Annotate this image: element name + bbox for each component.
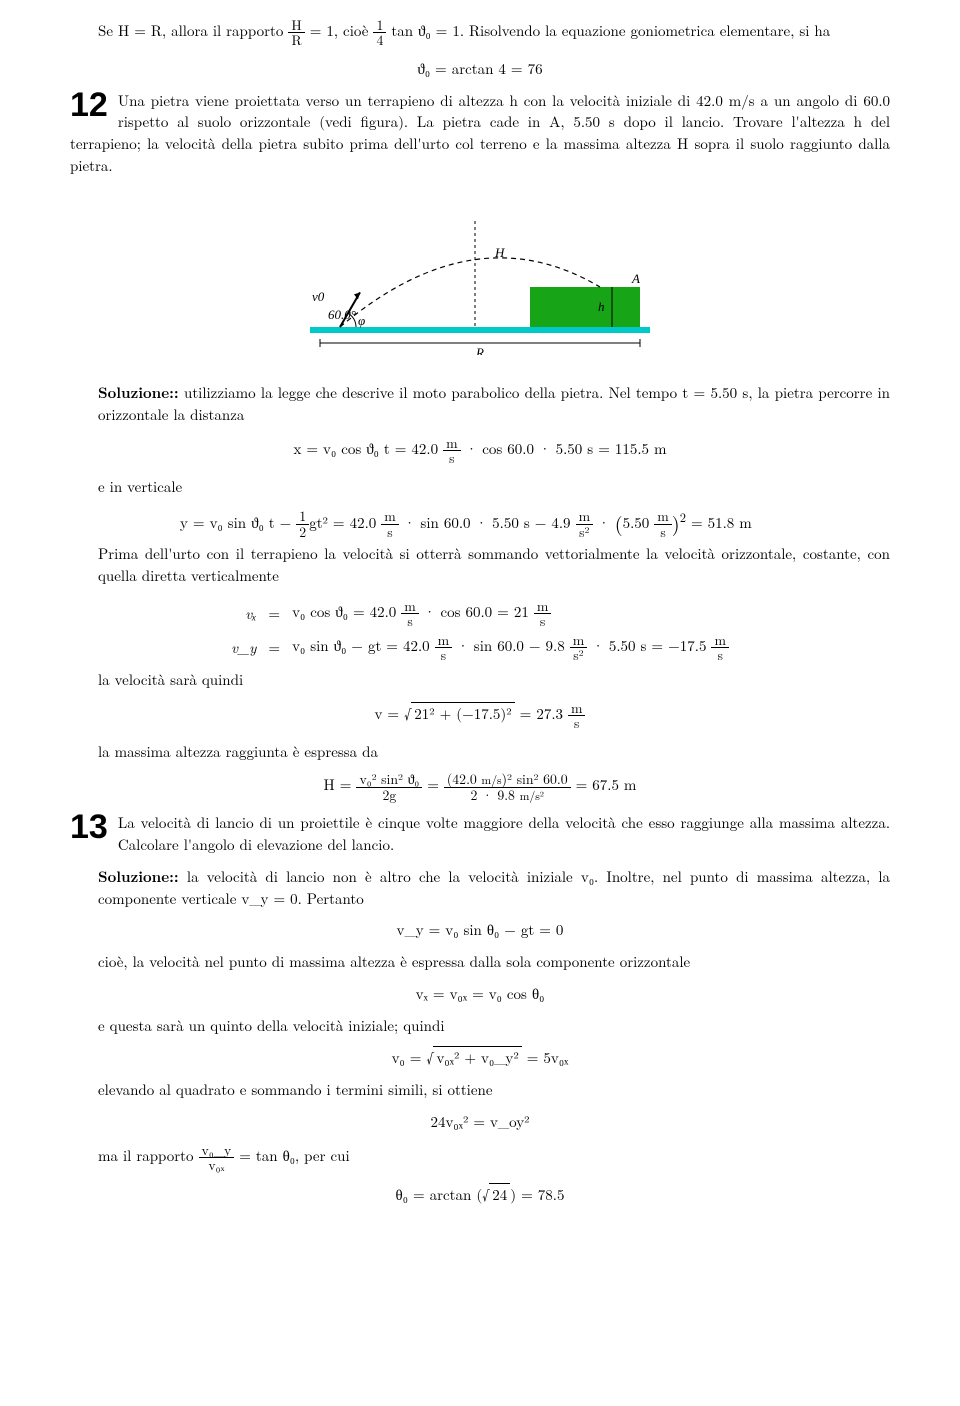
p13-s3: e questa sarà un quinto della velocità i… (98, 1015, 890, 1037)
p12-vxy-system: vₓ = v₀ cos ϑ₀ = 42.0 ms · cos 60.0 = 21… (225, 597, 735, 665)
text: · (593, 512, 615, 533)
p11-intro: Se H = R, allora il rapporto HR = 1, cio… (98, 18, 890, 48)
p13-eq1: v_y = v₀ sin θ₀ − gt = 0 (70, 919, 890, 941)
vy-lhs: v_y (225, 631, 262, 665)
text: = 67.5 m (571, 775, 637, 796)
radicand: 21² + (−17.5)² (411, 702, 514, 725)
text: Se H = R, allora il rapporto (98, 20, 288, 41)
p13-s2: cioè, la velocità nel punto di massima a… (98, 951, 890, 973)
problem-13: 13 La velocità di lancio di un proiettil… (70, 812, 890, 856)
svg-text:60.0°: 60.0° (328, 307, 356, 322)
text: tan ϑ₀ = 1. Risolvendo la equazione goni… (386, 20, 830, 41)
solution-label: Soluzione:: (98, 866, 179, 887)
p13-eq5: θ₀ = arctan (√24) = 78.5 (70, 1183, 890, 1206)
svg-text:φ: φ (358, 313, 365, 328)
text: la velocità di lancio non è altro che la… (98, 866, 890, 909)
d: s (381, 525, 399, 539)
problem-number: 13 (70, 810, 108, 844)
d: s² (576, 525, 594, 539)
p13-eq2: vₓ = v₀ₓ = v₀ cos θ₀ (70, 983, 890, 1005)
p12-eq-y: y = v₀ sin ϑ₀ t − 12gt² = 42.0 ms · sin … (180, 508, 890, 540)
p12-eq-v: v = √21² + (−17.5)² = 27.3 ms (70, 701, 890, 731)
text: x = v₀ cos ϑ₀ t = 42.0 (293, 438, 443, 459)
p13-sol1: Soluzione:: la velocità di lancio non è … (98, 866, 890, 910)
paren-open: ( (615, 508, 623, 537)
frac-d: 4 (373, 33, 386, 47)
vx-lhs: vₓ (225, 597, 262, 631)
text: v = (375, 703, 405, 724)
svg-text:R: R (475, 345, 484, 355)
text: = (422, 775, 444, 796)
d: 2 (296, 525, 309, 539)
text: H = (324, 775, 357, 796)
text: = tan θ₀, per cui (234, 1145, 349, 1166)
problem-text: La velocità di lancio di un proiettile è… (118, 812, 890, 855)
u-d: s (443, 451, 461, 465)
p13-s5: ma il rapporto v₀_yv₀ₓ = tan θ₀, per cui (98, 1143, 890, 1173)
problem-text: Una pietra viene proiettata verso un ter… (70, 90, 890, 176)
sqrt-icon: √v₀ₓ² + v₀_y² (426, 1046, 521, 1069)
d: 2 · 9.8 m/s² (444, 788, 571, 802)
d: v₀ₓ (199, 1158, 235, 1172)
frac-d: R (288, 33, 304, 47)
text: · sin 60.0 · 5.50 s − 4.9 (399, 512, 576, 533)
text: · cos 60.0 · 5.50 s = 115.5 m (461, 438, 667, 459)
solution-label: Soluzione:: (98, 382, 179, 403)
projectile-figure: Hh A Rφ v060.0° (300, 195, 660, 355)
p11-equation: ϑ₀ = arctan 4 = 76 (70, 58, 890, 80)
p12-eq-H: H = v₀² sin² ϑ₀2g = (42.0 m/s)² sin² 60.… (70, 772, 890, 802)
p12-sol1: Soluzione:: utilizziamo la legge che des… (98, 382, 890, 426)
p13-eq4: 24v₀ₓ² = v_oy² (70, 1111, 890, 1133)
paren-close: ) (672, 508, 680, 537)
svg-text:A: A (631, 271, 640, 286)
vy-rhs: v₀ sin ϑ₀ − gt = 42.0 ms · sin 60.0 − 9.… (286, 631, 735, 665)
figure-wrap: Hh A Rφ v060.0° (70, 195, 890, 361)
svg-text:h: h (598, 299, 605, 314)
p13-eq3: v₀ = √v₀ₓ² + v₀_y² = 5v₀ₓ (70, 1046, 890, 1069)
text: = 5v₀ₓ (522, 1047, 569, 1068)
radicand: v₀ₓ² + v₀_y² (433, 1046, 521, 1069)
svg-text:H: H (494, 245, 505, 260)
eq: = (262, 631, 286, 665)
eq: = (262, 597, 286, 631)
p12-s3: Prima dell'urto con il terrapieno la vel… (98, 543, 890, 587)
text: y = v₀ sin ϑ₀ t − (180, 512, 296, 533)
problem-12: 12 Una pietra viene proiettata verso un … (70, 90, 890, 177)
p12-s4: la velocità sarà quindi (98, 669, 890, 691)
svg-text:v0: v0 (312, 289, 325, 304)
text: θ₀ = arctan ( (396, 1184, 483, 1205)
text: gt² = 42.0 (309, 512, 381, 533)
text: 5.50 (623, 512, 655, 533)
sqrt-icon: √24 (482, 1183, 510, 1206)
d: 2g (356, 788, 422, 802)
p13-s4: elevando al quadrato e sommando i termin… (98, 1079, 890, 1101)
d: s (654, 525, 672, 539)
vx-rhs: v₀ cos ϑ₀ = 42.0 ms · cos 60.0 = 21 ms (286, 597, 735, 631)
text: utilizziamo la legge che descrive il mot… (98, 382, 890, 425)
text: ma il rapporto (98, 1145, 199, 1166)
sqrt-icon: √21² + (−17.5)² (404, 702, 515, 725)
p12-s2: e in verticale (98, 476, 890, 498)
text: v₀ = (392, 1047, 427, 1068)
text: = 27.3 (515, 703, 568, 724)
text: ) = 78.5 (510, 1184, 564, 1205)
p12-eq-x: x = v₀ cos ϑ₀ t = 42.0 ms · cos 60.0 · 5… (70, 436, 890, 466)
text: = 51.8 m (686, 512, 752, 533)
p12-s5: la massima altezza raggiunta è espressa … (98, 741, 890, 763)
text: = 1, cioè (305, 20, 374, 41)
radicand: 24 (489, 1183, 510, 1206)
problem-number: 12 (70, 88, 108, 122)
